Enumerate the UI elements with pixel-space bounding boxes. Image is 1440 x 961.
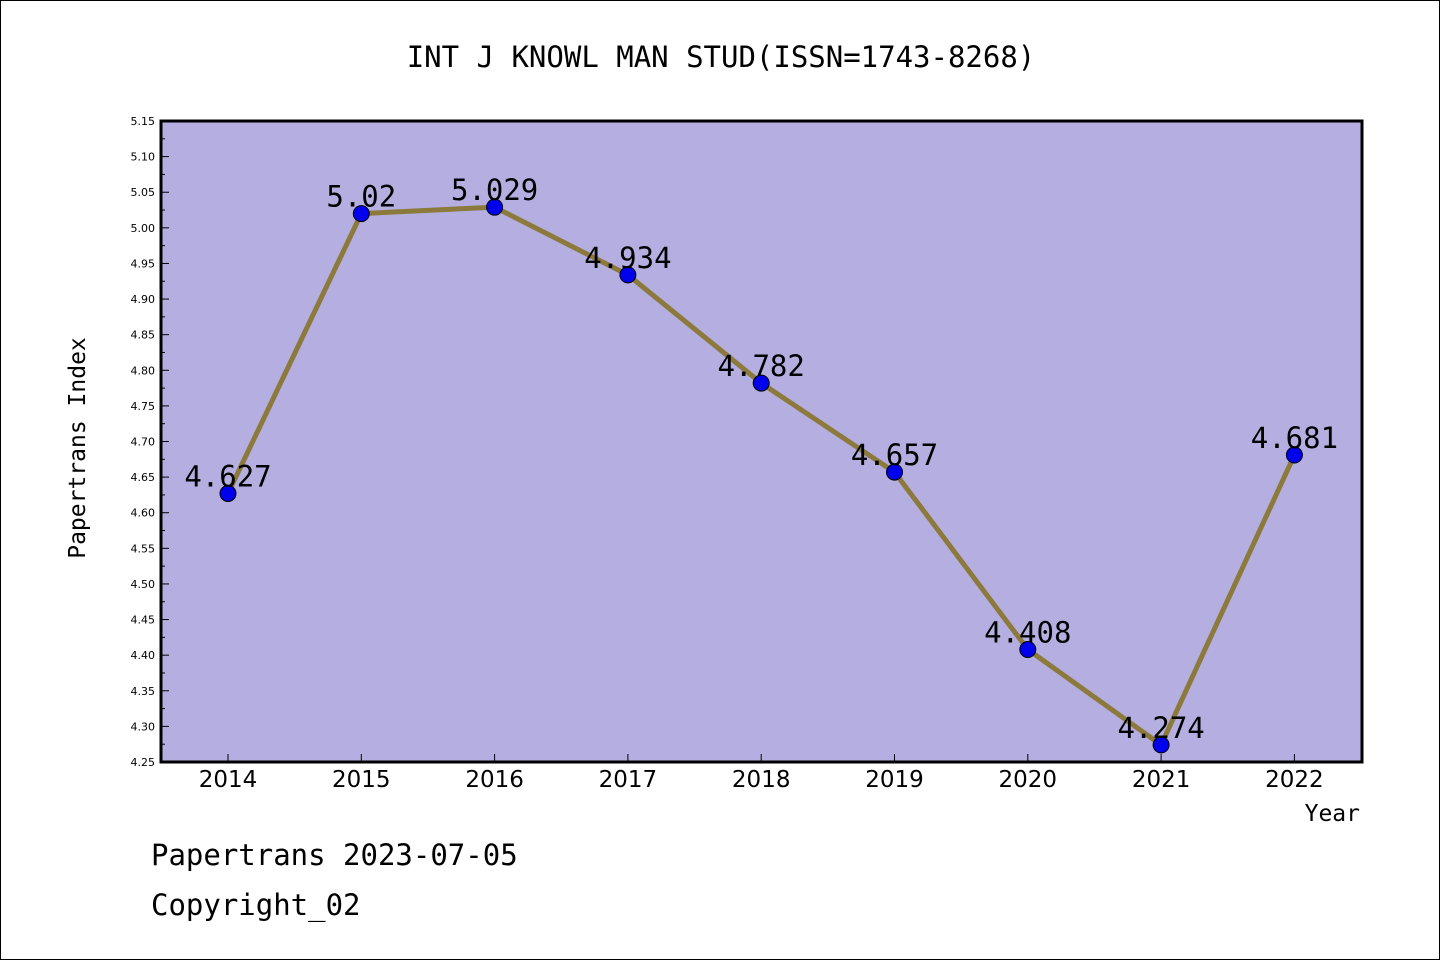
data-label: 5.029 bbox=[451, 173, 538, 207]
series-layer bbox=[219, 198, 1303, 754]
y-tick-label: 5.15 bbox=[131, 115, 156, 128]
y-tick-label: 4.65 bbox=[131, 471, 156, 484]
y-tick-label: 4.45 bbox=[131, 614, 156, 627]
data-point bbox=[219, 484, 237, 502]
y-tick-label: 4.60 bbox=[131, 507, 156, 520]
data-label-layer: 4.627 5.02 5.029 4.934 4.782 4.657 4.408 4.274 4… bbox=[184, 173, 1338, 745]
x-tick-label: 2014 bbox=[199, 767, 258, 793]
data-label: 4.274 bbox=[1117, 711, 1204, 745]
data-point bbox=[352, 205, 370, 223]
x-axis-label: Year bbox=[1305, 801, 1360, 827]
data-point bbox=[1019, 640, 1037, 658]
data-label: 4.782 bbox=[718, 349, 805, 383]
y-tick-label: 4.90 bbox=[131, 293, 156, 306]
y-tick-label: 4.80 bbox=[131, 364, 156, 377]
data-label: 5.02 bbox=[326, 180, 396, 214]
y-tick-label: 4.95 bbox=[131, 257, 156, 270]
data-label: 4.408 bbox=[984, 615, 1071, 649]
y-tick-label: 4.55 bbox=[131, 542, 156, 555]
y-tick-label: 4.75 bbox=[131, 400, 156, 413]
x-tick-label: 2020 bbox=[999, 767, 1058, 793]
y-tick-label: 4.35 bbox=[131, 685, 156, 698]
data-label: 4.627 bbox=[184, 459, 271, 493]
data-point bbox=[752, 374, 770, 392]
footer-copyright: Copyright_02 bbox=[151, 888, 361, 923]
plot-area bbox=[159, 119, 1364, 764]
data-point bbox=[619, 266, 637, 284]
y-tick-label: 4.70 bbox=[131, 436, 156, 449]
x-tick-label: 2015 bbox=[332, 767, 391, 793]
data-label: 4.934 bbox=[584, 241, 671, 275]
y-axis-label: Papertrans Index bbox=[65, 337, 91, 559]
y-tick-label: 4.50 bbox=[131, 578, 156, 591]
x-tick-label: 2018 bbox=[732, 767, 791, 793]
data-label: 4.681 bbox=[1251, 421, 1338, 455]
data-point bbox=[1152, 736, 1170, 754]
y-tick-label: 5.05 bbox=[131, 186, 156, 199]
y-tick-label: 4.85 bbox=[131, 329, 156, 342]
data-label: 4.657 bbox=[851, 438, 938, 472]
y-tick-label: 4.25 bbox=[131, 756, 156, 769]
x-axis: 2014 2015 2016 2017 2018 2019 2020 2021 2022 bbox=[199, 754, 1324, 793]
x-tick-label: 2022 bbox=[1265, 767, 1324, 793]
y-axis: 4.25 4.30 4.35 4.40 4.45 4.50 4.55 4.60 4.65 4.70… bbox=[131, 115, 169, 769]
x-tick-label: 2016 bbox=[465, 767, 524, 793]
x-tick-label: 2021 bbox=[1132, 767, 1191, 793]
x-tick-label: 2017 bbox=[599, 767, 658, 793]
y-tick-label: 4.40 bbox=[131, 649, 156, 662]
footer-source: Papertrans 2023-07-05 bbox=[151, 838, 518, 872]
y-tick-label: 4.30 bbox=[131, 720, 156, 733]
data-point bbox=[1285, 446, 1303, 464]
x-tick-label: 2019 bbox=[865, 767, 924, 793]
y-tick-label: 5.10 bbox=[131, 151, 156, 164]
chart-title: INT J KNOWL MAN STUD(ISSN=1743-8268) bbox=[407, 40, 1036, 74]
y-tick-label: 5.00 bbox=[131, 222, 156, 235]
data-point bbox=[486, 198, 504, 216]
data-point bbox=[886, 463, 903, 481]
